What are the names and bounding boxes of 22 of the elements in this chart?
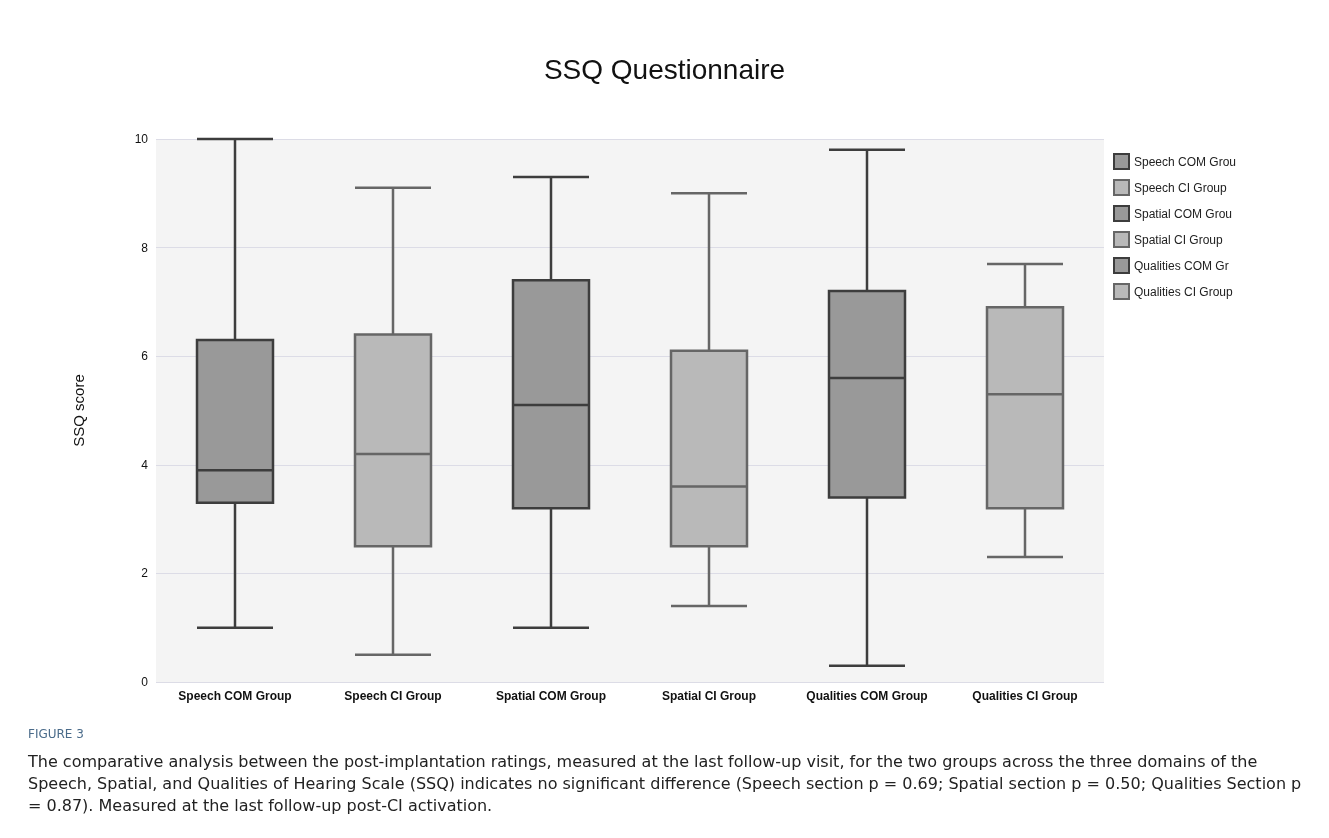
legend-label: Qualities CI Group bbox=[1134, 284, 1234, 299]
text: The comparative analysis between the post-implantation ratings, measured at the last follow-up visit, for the two groups across the three domains of the Speech, Spatial, and Qualities of Hearing Scale (SSQ) indicates no significant difference (Speech section p = 0.69; Spatial section p = 0.50; Qualities Section p = 0.87). Measured at the last follow-up post-CI activation. bbox=[27, 751, 1307, 815]
y-tick-label: 8 bbox=[141, 240, 149, 255]
legend-label: Speech CI Group bbox=[1134, 180, 1228, 195]
x-tick-label: Qualities CI Group bbox=[972, 689, 1078, 703]
x-tick-label: Qualities COM Group bbox=[806, 689, 928, 703]
caption: FIGURE 3 bbox=[28, 727, 84, 741]
legend-label: Spatial COM Grou bbox=[1134, 206, 1233, 221]
y-axis-title: SSQ score bbox=[70, 374, 87, 447]
y-tick-label: 4 bbox=[141, 457, 149, 472]
chart-title: SSQ Questionnaire bbox=[543, 53, 786, 85]
legend-label: Spatial CI Group bbox=[1134, 232, 1224, 247]
x-tick-label: Speech CI Group bbox=[344, 689, 442, 703]
y-tick-label: 6 bbox=[141, 349, 149, 364]
y-tick-label: 10 bbox=[134, 132, 149, 146]
x-tick-label: Spatial COM Group bbox=[495, 689, 607, 703]
legend-label: Speech COM Grou bbox=[1134, 154, 1237, 169]
y-tick-label: 0 bbox=[141, 675, 149, 689]
x-tick-label: Spatial CI Group bbox=[661, 689, 757, 703]
y-tick-label: 2 bbox=[141, 566, 149, 581]
x-tick-label: Speech COM Group bbox=[178, 689, 292, 703]
legend-label: Qualities COM Gr bbox=[1134, 258, 1229, 273]
